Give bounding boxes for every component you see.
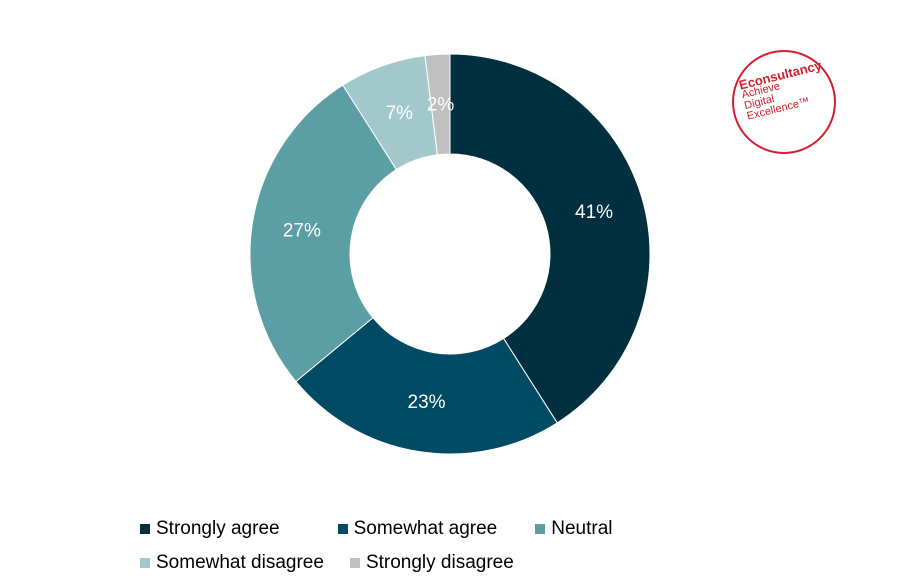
legend-row-2: Somewhat disagree Strongly disagree — [140, 546, 700, 580]
econsultancy-logo: Econsultancy Achieve Digital Excellence™ — [732, 50, 844, 154]
legend-item-strongly-disagree: Strongly disagree — [349, 552, 514, 574]
slice-neutral — [249, 84, 398, 383]
legend-item-neutral: Neutral — [535, 518, 612, 540]
legend-swatch-neutral — [535, 524, 546, 534]
legend-swatch-strongly-agree — [140, 524, 150, 534]
donut-chart: 41% 23% 27% 7% 2% — [249, 53, 651, 455]
slice-strongly-agree — [449, 53, 651, 424]
legend-label-strongly-agree: Strongly agree — [156, 518, 280, 539]
legend-row-1: Strongly agree Somewhat agree Neutral — [140, 512, 700, 546]
data-label-strongly-agree: 41% — [575, 202, 613, 223]
legend-label-somewhat-disagree: Somewhat disagree — [156, 552, 324, 573]
slice-strongly-disagree — [424, 53, 451, 156]
data-label-neutral: 27% — [283, 221, 321, 242]
data-label-somewhat-disagree: 7% — [385, 103, 413, 124]
legend-label-somewhat-agree: Somewhat agree — [353, 518, 498, 539]
legend-swatch-strongly-disagree — [349, 558, 360, 568]
data-label-somewhat-agree: 23% — [408, 392, 446, 413]
legend-swatch-somewhat-disagree — [140, 558, 150, 568]
legend-item-strongly-agree: Strongly agree — [140, 518, 280, 540]
slice-somewhat-agree — [295, 317, 558, 455]
legend-swatch-somewhat-agree — [337, 524, 348, 534]
data-label-strongly-disagree: 2% — [427, 94, 455, 115]
legend-item-somewhat-agree: Somewhat agree — [337, 518, 498, 540]
legend-item-somewhat-disagree: Somewhat disagree — [140, 552, 324, 574]
logo-ring — [732, 50, 836, 154]
legend: Strongly agree Somewhat agree Neutral So… — [140, 512, 700, 580]
legend-label-strongly-disagree: Strongly disagree — [365, 552, 514, 573]
legend-label-neutral: Neutral — [551, 518, 613, 539]
